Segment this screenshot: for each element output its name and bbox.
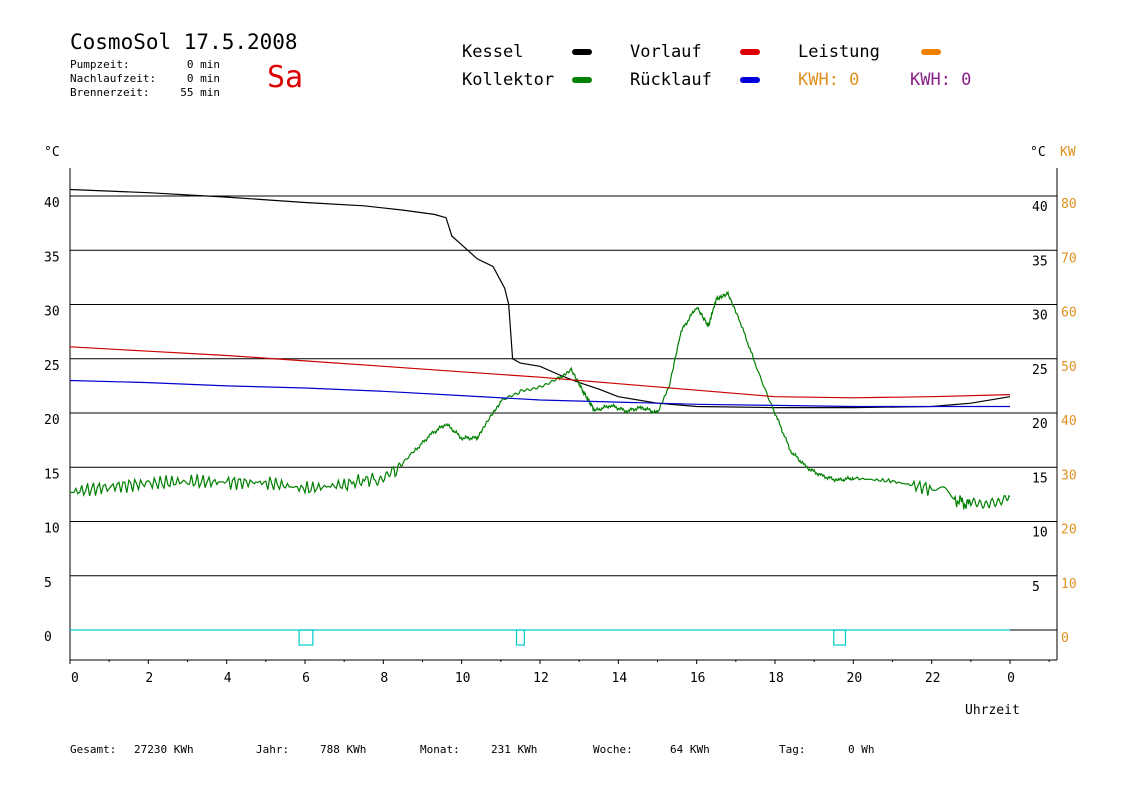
legend-kollektor-swatch <box>572 77 592 83</box>
legend-kollektor-label: Kollektor <box>462 70 555 90</box>
y2-tick-label: 10 <box>1061 577 1077 592</box>
header: CosmoSol 17.5.2008 Pumpzeit: 0 min Nachl… <box>0 0 1148 110</box>
chart-title: CosmoSol 17.5.2008 <box>70 30 298 54</box>
y-tick-label-right: 20 <box>1032 417 1048 432</box>
x-tick-label: 0 <box>1007 671 1015 686</box>
legend-vorlauf-label: Vorlauf <box>630 42 702 62</box>
y-tick-label-right: 10 <box>1032 526 1048 541</box>
stat-label: Nachlaufzeit: <box>70 72 157 85</box>
y2-tick-label: 20 <box>1061 523 1077 538</box>
pump-event-marker <box>833 629 847 646</box>
x-tick-label: 22 <box>925 671 941 686</box>
series-line-ruecklauf <box>69 379 1010 408</box>
legend-kessel-swatch <box>572 49 592 55</box>
x-tick-label: 4 <box>224 671 232 686</box>
pump-event-marker <box>298 629 314 646</box>
footer-jahr-label: Jahr: <box>256 743 290 756</box>
legend-ruecklauf-label: Rücklauf <box>630 70 712 90</box>
stat-row-nachlaufzeit: Nachlaufzeit: 0 min <box>70 72 220 86</box>
footer-monat-value: 231 KWh <box>491 743 538 756</box>
y2-tick-label: 40 <box>1061 414 1077 429</box>
footer-gesamt-value: 27230 KWh <box>134 743 194 756</box>
stat-row-pumpzeit: Pumpzeit: 0 min <box>70 58 220 72</box>
y-axis-unit-left: °C <box>44 145 60 160</box>
y-tick-label-left: 15 <box>44 467 60 482</box>
x-tick-label: 12 <box>533 671 549 686</box>
y-tick-label-right: 35 <box>1032 254 1048 269</box>
stat-row-brennerzeit: Brennerzeit: 55 min <box>70 86 220 100</box>
stat-value: 55 min <box>180 86 220 99</box>
y-tick-label-left: 10 <box>44 522 60 537</box>
y-tick-label-left: 30 <box>44 305 60 320</box>
stat-label: Brennerzeit: <box>70 86 150 99</box>
y-axis-unit-right-kw: KW <box>1060 145 1076 160</box>
y2-tick-label: 50 <box>1061 360 1077 375</box>
y-tick-label-left: 5 <box>44 576 52 591</box>
x-tick-label: 6 <box>302 671 310 686</box>
x-tick-label: 10 <box>455 671 471 686</box>
x-tick-label: 20 <box>847 671 863 686</box>
pump-event-marker <box>515 629 525 646</box>
y2-tick-label: 60 <box>1061 306 1077 321</box>
x-tick-label: 18 <box>768 671 784 686</box>
footer-tag-label: Tag: <box>779 743 806 756</box>
y-axis-unit-right: °C <box>1030 145 1046 160</box>
x-tick-label: 16 <box>690 671 706 686</box>
stat-value: 0 min <box>186 72 220 85</box>
legend-ruecklauf-swatch <box>740 77 760 83</box>
y2-tick-label: 0 <box>1061 631 1069 646</box>
x-tick-label: 14 <box>612 671 628 686</box>
y-tick-label-left: 25 <box>44 359 60 374</box>
grid-layer <box>69 168 1058 661</box>
legend-kessel-label: Kessel <box>462 42 524 62</box>
x-axis-label: Uhrzeit <box>965 703 1020 718</box>
y-tick-label-left: 40 <box>44 196 60 211</box>
y2-tick-label: 80 <box>1061 197 1077 212</box>
legend-vorlauf-swatch <box>740 49 760 55</box>
y-tick-label-right: 40 <box>1032 200 1048 215</box>
footer-gesamt-label: Gesamt: <box>70 743 117 756</box>
x-tick-label: 0 <box>71 671 79 686</box>
y-tick-label-right: 5 <box>1032 580 1040 595</box>
series-line-vorlauf <box>69 346 1011 399</box>
header-stats: Pumpzeit: 0 min Nachlaufzeit: 0 min Bren… <box>70 58 220 100</box>
footer-woche-label: Woche: <box>593 743 633 756</box>
footer-monat-label: Monat: <box>420 743 460 756</box>
legend-kwh-solar: KWH: 0 <box>798 70 860 90</box>
footer-tag-value: 0 Wh <box>848 743 875 756</box>
y-tick-label-left: 35 <box>44 250 60 265</box>
stat-label: Pumpzeit: <box>70 58 130 71</box>
footer-woche-value: 64 KWh <box>670 743 710 756</box>
y-tick-label-left: 20 <box>44 413 60 428</box>
day-label: Sa <box>267 60 304 95</box>
footer-jahr-value: 788 KWh <box>320 743 367 756</box>
legend-leistung-label: Leistung <box>798 42 880 62</box>
legend-leistung-swatch <box>921 49 941 55</box>
series-line-kessel <box>69 188 1011 409</box>
series-line-kollektor <box>69 290 1011 510</box>
legend-kwh-burner: KWH: 0 <box>910 70 972 90</box>
y2-tick-label: 30 <box>1061 468 1077 483</box>
x-tick-label: 8 <box>380 671 388 686</box>
stat-value: 0 min <box>186 58 220 71</box>
y-tick-label-right: 30 <box>1032 309 1048 324</box>
y-tick-label-left: 0 <box>44 630 52 645</box>
y-tick-label-right: 15 <box>1032 471 1048 486</box>
y2-tick-label: 70 <box>1061 251 1077 266</box>
series-layer <box>69 188 1057 646</box>
y-tick-label-right: 25 <box>1032 363 1048 378</box>
x-tick-label: 2 <box>145 671 153 686</box>
